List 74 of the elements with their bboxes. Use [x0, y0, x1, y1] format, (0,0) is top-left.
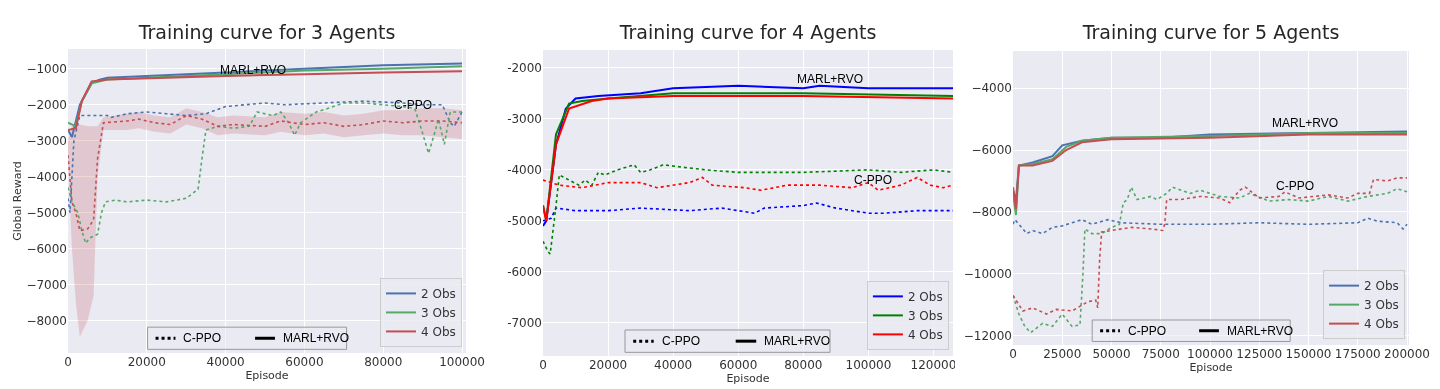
- x-tick-label: 75000: [1141, 347, 1180, 361]
- x-axis-title: Episode: [726, 372, 770, 385]
- x-tick-label: 80000: [364, 355, 403, 369]
- y-tick-label: −8000: [971, 205, 1012, 220]
- x-tick-label: 100000: [439, 355, 485, 369]
- annotation: C-PPO: [854, 173, 893, 187]
- annotation: C-PPO: [183, 331, 222, 345]
- x-tick-label: 100000: [1187, 347, 1233, 361]
- y-tick-label: -6000: [507, 265, 542, 280]
- legend-label: 3 Obs: [1364, 298, 1399, 313]
- x-tick-label: 0: [1009, 347, 1017, 361]
- x-tick-label: 0: [64, 355, 72, 369]
- legend-label: 3 Obs: [907, 309, 943, 324]
- annotation: C-PPO: [394, 98, 433, 112]
- y-tick-label: −4000: [971, 81, 1012, 96]
- x-tick-label: 175000: [1334, 347, 1381, 361]
- y-tick-label: -3000: [507, 112, 542, 127]
- x-tick-label: 40000: [206, 355, 245, 369]
- y-tick-label: −10000: [963, 267, 1012, 282]
- y-tick-label: −1000: [26, 61, 67, 76]
- y-tick-label: −6000: [971, 143, 1012, 158]
- annotation: C-PPO: [662, 334, 701, 348]
- x-tick-label: 50000: [1092, 347, 1131, 361]
- line-series: [1013, 217, 1408, 235]
- y-tick-label: -5000: [507, 214, 542, 229]
- x-tick-label: 200000: [1384, 347, 1430, 361]
- annotation: MARL+RVO: [220, 63, 287, 77]
- legend-label: 4 Obs: [421, 325, 456, 340]
- y-tick-label: −4000: [26, 169, 67, 184]
- y-tick-label: −7000: [26, 277, 67, 292]
- annotation: C-PPO: [1128, 324, 1167, 338]
- x-tick-label: 60000: [719, 358, 758, 372]
- y-tick-label: -4000: [507, 163, 542, 178]
- x-tick-label: 20000: [588, 358, 628, 372]
- legend-label: 3 Obs: [421, 306, 456, 321]
- annotation: MARL+RVO: [283, 331, 350, 345]
- y-tick-label: -2000: [507, 61, 542, 76]
- y-axis-title: Global Reward: [11, 161, 25, 241]
- y-tick-label: −8000: [26, 313, 67, 328]
- x-tick-label: 20000: [127, 355, 166, 369]
- y-tick-label: −2000: [26, 97, 67, 112]
- line-series: [68, 102, 463, 245]
- legend-label: 2 Obs: [1364, 279, 1399, 294]
- annotation: MARL+RVO: [1227, 324, 1294, 338]
- chart-title: Training curve for 3 Agents: [137, 20, 396, 43]
- y-tick-label: −6000: [26, 241, 67, 256]
- legend-label: 2 Obs: [421, 287, 456, 302]
- chart-title: Training curve for 5 Agents: [1081, 20, 1340, 43]
- y-tick-label: -7000: [507, 316, 542, 331]
- legend-label: 2 Obs: [907, 290, 943, 305]
- line-series: [543, 163, 953, 255]
- x-tick-label: 80000: [784, 358, 823, 372]
- x-tick-label: 100000: [845, 358, 892, 372]
- x-tick-label: 25000: [1043, 347, 1082, 361]
- annotation: MARL+RVO: [1272, 116, 1339, 130]
- annotation: MARL+RVO: [764, 334, 831, 348]
- annotation: C-PPO: [1276, 179, 1315, 193]
- x-tick-label: 125000: [1236, 347, 1283, 361]
- x-tick-label: 60000: [285, 355, 324, 369]
- line-series: [68, 114, 463, 232]
- legend-label: 4 Obs: [907, 328, 943, 343]
- y-tick-label: −12000: [963, 328, 1012, 343]
- y-tick-label: −5000: [26, 205, 67, 220]
- annotation: MARL+RVO: [797, 72, 864, 86]
- chart-title: Training curve for 4 Agents: [618, 20, 877, 43]
- x-axis-title: Episode: [1189, 361, 1233, 374]
- y-tick-label: −3000: [26, 133, 67, 148]
- legend-label: 4 Obs: [1364, 317, 1399, 332]
- x-tick-label: 120000: [910, 358, 957, 372]
- x-tick-label: 0: [539, 358, 547, 372]
- x-axis-title: Episode: [245, 369, 289, 382]
- x-tick-label: 150000: [1285, 347, 1332, 361]
- line-series: [1013, 177, 1408, 315]
- x-tick-label: 40000: [654, 358, 693, 372]
